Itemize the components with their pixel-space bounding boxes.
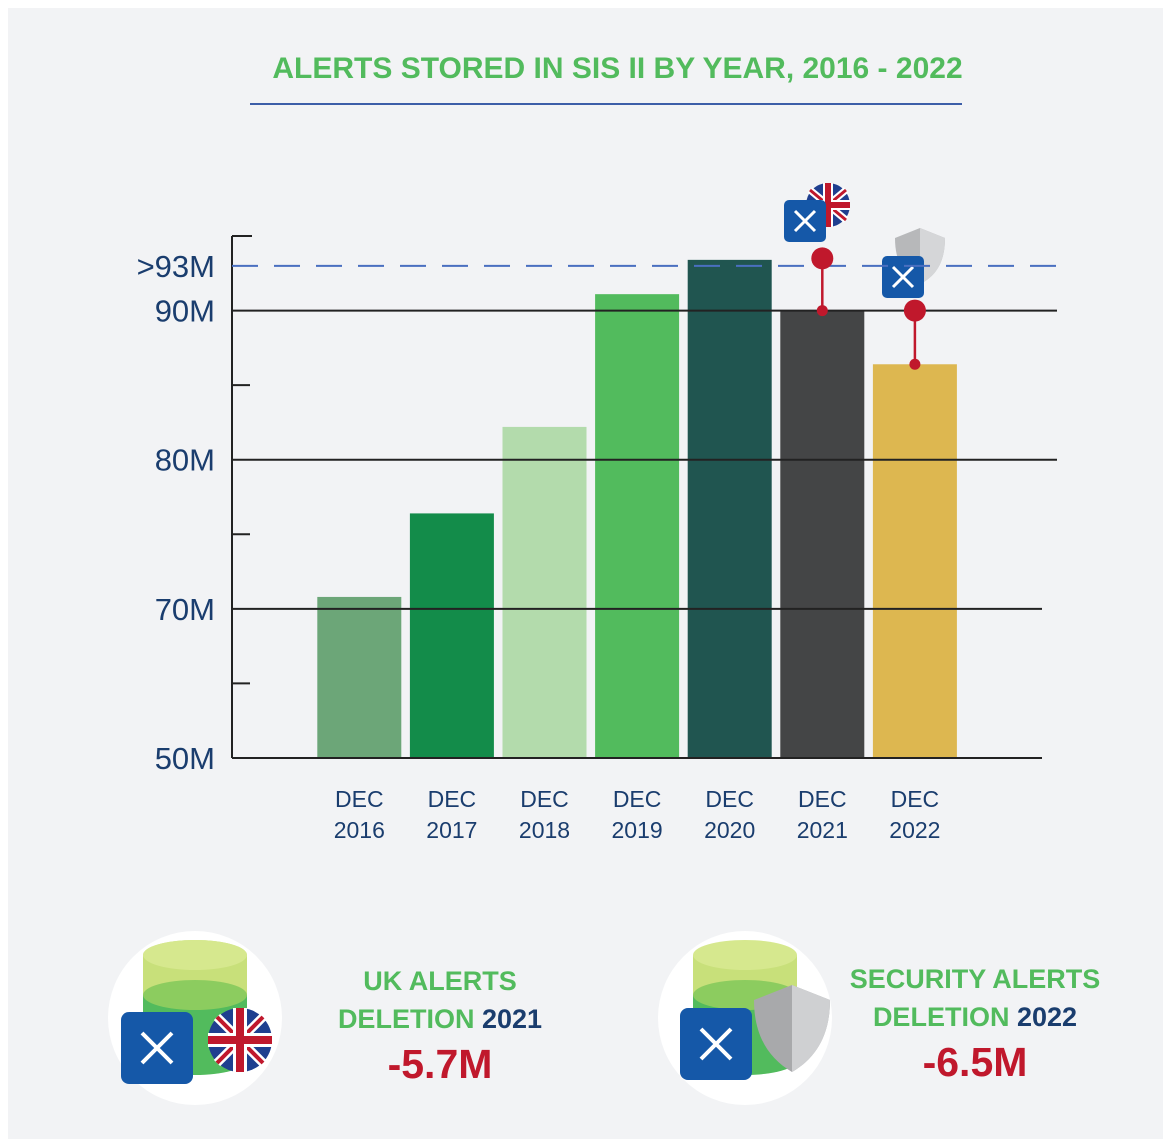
callout-title: DELETION (338, 1004, 475, 1034)
uk-icon (784, 183, 850, 242)
bar (503, 427, 587, 757)
shield-icon (882, 228, 945, 298)
callout-title-line: UK ALERTS (305, 962, 575, 1000)
callout-value: -6.5M (815, 1036, 1135, 1088)
x-tick-label: DEC 2020 (695, 784, 765, 846)
x-tick-label: DEC 2016 (324, 784, 394, 846)
y-tick-label: 50M (155, 741, 215, 776)
callout-year: 2022 (1017, 1002, 1077, 1032)
deletion-start (811, 247, 833, 269)
x-tick-label: DEC 2019 (602, 784, 672, 846)
bar (317, 597, 401, 757)
y-tick-label: 80M (155, 443, 215, 478)
deletion-end (817, 305, 828, 316)
bar (780, 311, 864, 757)
x-tick-label: DEC 2018 (510, 784, 580, 846)
y-tick-label: 90M (155, 294, 215, 329)
y-tick-label: 70M (155, 592, 215, 627)
x-tick-label: DEC 2022 (880, 784, 950, 846)
callout-year: 2021 (482, 1004, 542, 1034)
bar (595, 294, 679, 757)
bar (688, 260, 772, 757)
deletion-start (904, 300, 926, 322)
bars (317, 260, 957, 757)
callout-value: -5.7M (305, 1038, 575, 1090)
y-tick-label: >93M (137, 249, 215, 284)
callout-title-line2: DELETION 2021 (305, 1000, 575, 1038)
page: 50M 70M 80M 90M >93M ALERTS STORED IN SIS II… (0, 0, 1171, 1147)
chart-title: ALERTS STORED IN SIS II BY YEAR, 2016 - … (0, 52, 1171, 86)
callout-title-line2: DELETION 2022 (815, 998, 1135, 1036)
security-deletion-icon (658, 931, 832, 1105)
x-tick-label: DEC 2021 (787, 784, 857, 846)
x-tick-label: DEC 2017 (417, 784, 487, 846)
bar (410, 513, 494, 757)
callout-title: DELETION (873, 1002, 1010, 1032)
deletion-end (909, 359, 920, 370)
uk-deletion-icon (108, 931, 282, 1105)
bar (873, 364, 957, 757)
callout-title-line: SECURITY ALERTS (815, 960, 1135, 998)
